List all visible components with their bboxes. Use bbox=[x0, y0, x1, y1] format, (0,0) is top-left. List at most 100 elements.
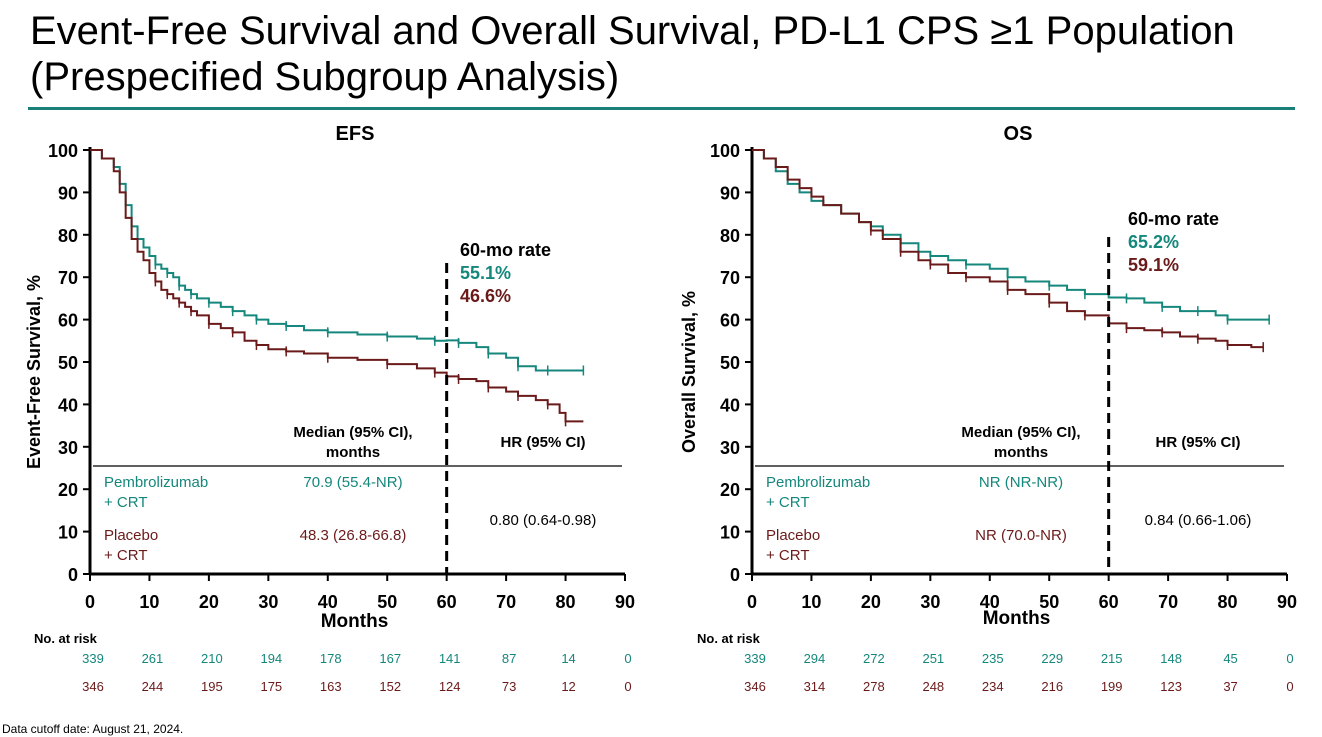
table-row-name-line2: + CRT bbox=[766, 494, 809, 511]
y-tick-label: 80 bbox=[58, 226, 78, 246]
x-tick-label: 20 bbox=[861, 592, 881, 612]
risk-header: No. at risk bbox=[697, 631, 761, 646]
y-tick-label: 90 bbox=[58, 183, 78, 203]
x-tick-label: 40 bbox=[318, 592, 338, 612]
risk-count: 199 bbox=[1101, 679, 1123, 694]
hr-value: 0.84 (0.66-1.06) bbox=[1145, 512, 1252, 529]
y-tick-label: 70 bbox=[58, 268, 78, 288]
risk-count: 215 bbox=[1101, 651, 1123, 666]
table-row-name: Pembrolizumab bbox=[766, 474, 870, 491]
rate-value-placebo: 59.1% bbox=[1128, 255, 1179, 275]
risk-count: 261 bbox=[142, 651, 164, 666]
x-tick-label: 90 bbox=[615, 592, 635, 612]
risk-header: No. at risk bbox=[34, 631, 98, 646]
x-tick-label: 20 bbox=[199, 592, 219, 612]
risk-count: 314 bbox=[804, 679, 826, 694]
y-tick-label: 50 bbox=[58, 353, 78, 373]
y-tick-label: 0 bbox=[730, 565, 740, 585]
table-row-median: NR (70.0-NR) bbox=[975, 527, 1067, 544]
x-tick-label: 30 bbox=[258, 592, 278, 612]
rate-value-placebo: 46.6% bbox=[460, 286, 511, 306]
x-tick-label: 90 bbox=[1277, 592, 1297, 612]
hr-header: HR (95% CI) bbox=[1155, 434, 1240, 451]
hr-value: 0.80 (0.64-0.98) bbox=[490, 512, 597, 529]
risk-count: 235 bbox=[982, 651, 1004, 666]
risk-count: 152 bbox=[379, 679, 401, 694]
risk-count: 141 bbox=[439, 651, 461, 666]
risk-count: 45 bbox=[1223, 651, 1237, 666]
y-tick-label: 90 bbox=[720, 183, 740, 203]
y-tick-label: 50 bbox=[720, 353, 740, 373]
rate-value-pembrolizumab: 55.1% bbox=[460, 263, 511, 283]
risk-count: 167 bbox=[379, 651, 401, 666]
risk-count: 12 bbox=[561, 679, 575, 694]
y-axis-label: Overall Survival, % bbox=[679, 291, 699, 453]
table-row-median: NR (NR-NR) bbox=[979, 474, 1063, 491]
x-tick-label: 40 bbox=[980, 592, 1000, 612]
risk-count: 248 bbox=[922, 679, 944, 694]
hr-header: HR (95% CI) bbox=[500, 434, 585, 451]
risk-count: 244 bbox=[142, 679, 164, 694]
title-divider bbox=[28, 107, 1295, 110]
chart-title: OS bbox=[1004, 123, 1033, 145]
table-row-name-line2: + CRT bbox=[104, 547, 147, 564]
risk-count: 148 bbox=[1160, 651, 1182, 666]
chart-panel-os: OS 0 10 20 30 40 50 60 70 80 90 100 0 10 20 30 40 50 60 70 8… bbox=[679, 123, 1297, 694]
risk-count: 229 bbox=[1041, 651, 1063, 666]
y-tick-label: 30 bbox=[58, 438, 78, 458]
risk-count: 210 bbox=[201, 651, 223, 666]
risk-count: 0 bbox=[624, 651, 631, 666]
risk-count: 37 bbox=[1223, 679, 1237, 694]
x-tick-label: 60 bbox=[1099, 592, 1119, 612]
x-tick-label: 30 bbox=[920, 592, 940, 612]
x-tick-label: 0 bbox=[85, 592, 95, 612]
y-tick-label: 40 bbox=[58, 395, 78, 415]
y-tick-label: 30 bbox=[720, 438, 740, 458]
y-tick-label: 10 bbox=[58, 523, 78, 543]
x-tick-label: 70 bbox=[1158, 592, 1178, 612]
x-tick-label: 50 bbox=[377, 592, 397, 612]
y-tick-label: 10 bbox=[720, 523, 740, 543]
x-tick-label: 50 bbox=[1039, 592, 1059, 612]
table-row-name: Placebo bbox=[766, 527, 820, 544]
risk-count: 0 bbox=[624, 679, 631, 694]
y-tick-label: 100 bbox=[48, 141, 78, 161]
median-header: Median (95% CI), bbox=[961, 424, 1080, 441]
risk-count: 346 bbox=[744, 679, 766, 694]
x-tick-label: 10 bbox=[139, 592, 159, 612]
chart-title: EFS bbox=[336, 123, 375, 145]
y-tick-label: 0 bbox=[68, 565, 78, 585]
risk-count: 0 bbox=[1286, 679, 1293, 694]
risk-count: 234 bbox=[982, 679, 1004, 694]
y-tick-label: 40 bbox=[720, 395, 740, 415]
risk-count: 346 bbox=[82, 679, 104, 694]
risk-count: 178 bbox=[320, 651, 342, 666]
median-header: Median (95% CI), bbox=[293, 424, 412, 441]
table-row-name-line2: + CRT bbox=[104, 494, 147, 511]
x-tick-label: 70 bbox=[496, 592, 516, 612]
rate-value-pembrolizumab: 65.2% bbox=[1128, 232, 1179, 252]
risk-count: 278 bbox=[863, 679, 885, 694]
series-line-pembrolizumab bbox=[752, 149, 1270, 321]
risk-count: 339 bbox=[744, 651, 766, 666]
chart-panel-efs: EFS 0 10 20 30 40 50 60 70 80 90 100 0 10 20 30 40 50 60 70… bbox=[24, 123, 635, 694]
x-tick-label: 80 bbox=[1218, 592, 1238, 612]
median-header-line2: months bbox=[994, 444, 1048, 461]
risk-count: 14 bbox=[561, 651, 575, 666]
median-header-line2: months bbox=[326, 444, 380, 461]
table-row-name-line2: + CRT bbox=[766, 547, 809, 564]
y-tick-label: 80 bbox=[720, 226, 740, 246]
x-axis-label: Months bbox=[321, 611, 389, 632]
x-axis-label: Months bbox=[983, 608, 1051, 629]
risk-count: 123 bbox=[1160, 679, 1182, 694]
x-tick-label: 10 bbox=[801, 592, 821, 612]
risk-count: 251 bbox=[922, 651, 944, 666]
risk-count: 194 bbox=[260, 651, 282, 666]
y-tick-label: 20 bbox=[58, 480, 78, 500]
x-tick-label: 60 bbox=[437, 592, 457, 612]
table-row-median: 70.9 (55.4-NR) bbox=[303, 474, 402, 491]
rate-label: 60-mo rate bbox=[1128, 209, 1219, 229]
x-tick-label: 80 bbox=[556, 592, 576, 612]
table-row-median: 48.3 (26.8-66.8) bbox=[300, 527, 407, 544]
